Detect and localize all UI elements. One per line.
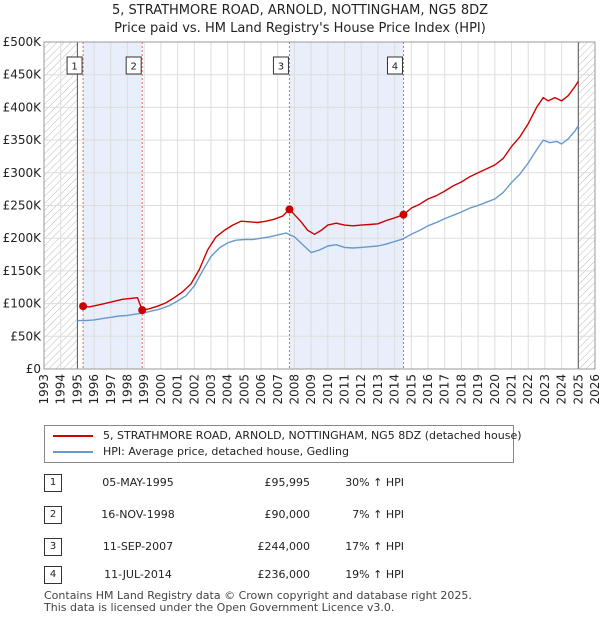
transaction-number: 1 [44,474,62,492]
y-tick-label: £0 [26,362,41,376]
legend-item-hpi: HPI: Average price, detached house, Gedl… [53,444,349,460]
x-tick-label: 1993 [37,374,51,405]
sale-point [399,210,408,219]
x-tick-label: 2012 [354,374,368,405]
x-tick-label: 2023 [538,374,552,405]
x-tick-label: 2000 [154,374,168,405]
x-tick-label: 1997 [104,374,118,405]
y-tick-label: £250K [3,199,43,213]
sale-point [138,306,147,315]
x-tick-label: 2011 [338,374,352,405]
x-tick-label: 2018 [454,374,468,405]
marker-badge [386,56,403,75]
transaction-price: £236,000 [257,568,311,581]
x-tick-label: 2014 [388,374,402,405]
y-tick-label: £150K [3,264,43,278]
x-tick-label: 1998 [120,374,134,405]
x-tick-label: 2004 [221,374,235,405]
x-tick-label: 2001 [171,374,185,405]
series-line [77,125,579,322]
marker-badge-label: 2 [130,62,136,73]
y-tick-label: £300K [3,166,43,180]
y-tick-label: £350K [3,133,43,147]
y-tick-label: £50K [10,329,42,343]
x-tick-label: 2008 [287,374,301,405]
transaction-number: 3 [44,538,62,556]
x-tick-label: 2013 [371,374,385,405]
transaction-hpi-change: 17% ↑ HPI [345,540,404,553]
x-tick-label: 1999 [137,374,151,405]
y-tick-label: £200K [3,231,43,245]
x-tick-label: 2002 [187,374,201,405]
series-line [83,80,579,311]
x-tick-label: 2009 [304,374,318,405]
marker-badge-label: 1 [71,62,77,73]
transaction-row: 1 05-MAY-1995 £95,995 30% ↑ HPI [44,473,544,493]
transaction-row: 4 11-JUL-2014 £236,000 19% ↑ HPI [44,565,544,585]
legend-item-property: 5, STRATHMORE ROAD, ARNOLD, NOTTINGHAM, … [53,428,522,444]
x-tick-label: 2010 [321,374,335,405]
x-tick-label: 1994 [54,374,68,405]
transaction-date: 05-MAY-1995 [102,476,174,489]
chart-subtitle: Price paid vs. HM Land Registry's House … [114,21,486,36]
transaction-hpi-change: 30% ↑ HPI [345,476,404,489]
transaction-price: £90,000 [264,508,311,521]
transaction-price: £244,000 [257,540,311,553]
marker-badge [125,56,142,75]
sale-point [285,205,294,214]
transaction-number: 2 [44,506,62,524]
footer-licence: This data is licensed under the Open Gov… [44,601,395,614]
chart-legend: 5, STRATHMORE ROAD, ARNOLD, NOTTINGHAM, … [44,425,522,463]
x-tick-label: 2003 [204,374,218,405]
x-tick-label: 2017 [438,374,452,405]
x-tick-label: 2016 [421,374,435,405]
transaction-price: £95,995 [264,476,311,489]
marker-badge-label: 3 [278,62,284,73]
legend-swatch-hpi [53,451,93,453]
transaction-hpi-change: 19% ↑ HPI [345,568,404,581]
chart-title: 5, STRATHMORE ROAD, ARNOLD, NOTTINGHAM, … [111,3,489,18]
plot-border [43,41,596,370]
transaction-hpi-change: 7% ↑ HPI [352,508,404,521]
y-tick-label: £450K [3,68,43,82]
price-chart: £0 £50K £100K £150K £200K £250K £300K £350K £400… [3,35,600,405]
x-tick-label: 2026 [588,374,600,405]
x-tick-label: 2006 [254,374,268,405]
x-tick-label: 2019 [471,374,485,405]
legend-label-property: 5, STRATHMORE ROAD, ARNOLD, NOTTINGHAM, … [103,429,522,442]
sale-point [79,302,88,311]
y-tick-label: £400K [3,100,43,114]
transaction-row: 3 11-SEP-2007 £244,000 17% ↑ HPI [44,537,544,557]
y-tick-label: £500K [3,35,43,49]
marker-badge [66,56,83,75]
transaction-number: 4 [44,566,62,584]
x-tick-label: 1995 [70,374,84,405]
x-tick-label: 2007 [271,374,285,405]
marker-badge [272,56,289,75]
transaction-row: 2 16-NOV-1998 £90,000 7% ↑ HPI [44,505,544,525]
footer-attribution: Contains HM Land Registry data © Crown c… [44,590,472,614]
y-tick-label: £100K [3,297,43,311]
x-tick-label: 2024 [555,374,569,405]
transaction-date: 16-NOV-1998 [101,508,175,521]
x-tick-label: 2015 [404,374,418,405]
marker-badge-label: 4 [392,62,398,73]
x-tick-label: 2005 [237,374,251,405]
transaction-date: 11-JUL-2014 [104,568,172,581]
footer-copyright: Contains HM Land Registry data © Crown c… [44,589,472,602]
x-tick-label: 2021 [505,374,519,405]
x-tick-label: 1996 [87,374,101,405]
legend-swatch-property [53,435,93,437]
x-tick-label: 2022 [521,374,535,405]
x-tick-label: 2025 [571,374,585,405]
legend-label-hpi: HPI: Average price, detached house, Gedl… [103,445,349,458]
x-tick-label: 2020 [488,374,502,405]
transaction-date: 11-SEP-2007 [102,540,174,553]
